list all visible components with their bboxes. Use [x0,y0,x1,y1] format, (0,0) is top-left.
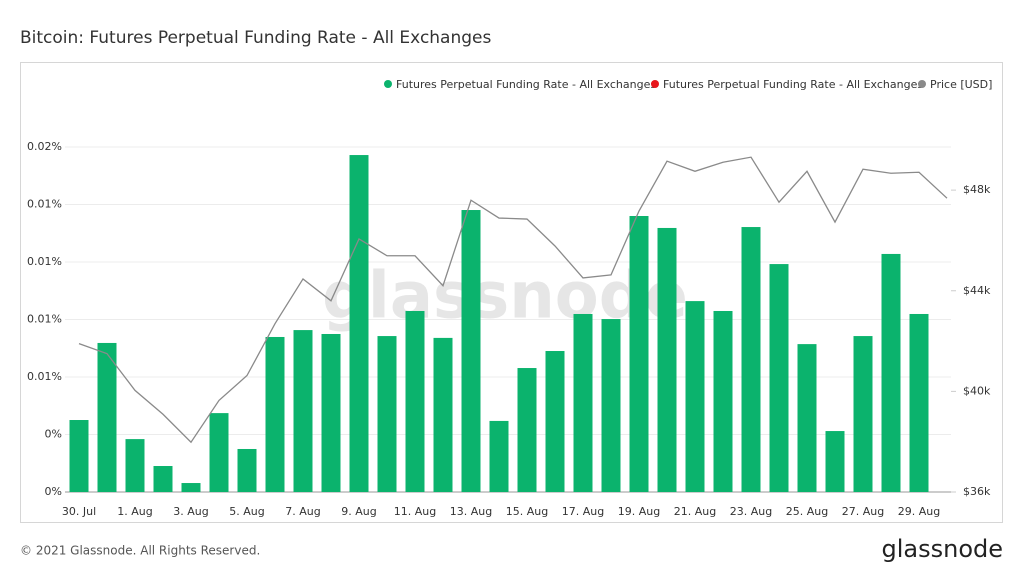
bar [517,368,537,492]
bar [657,227,677,492]
x-tick-label: 21. Aug [674,505,716,518]
bar [153,466,173,492]
bar [713,310,733,492]
x-tick-label: 15. Aug [506,505,548,518]
bar [181,483,201,492]
bar [769,264,789,492]
x-tick-label: 17. Aug [562,505,604,518]
bar [825,431,845,492]
bar [545,351,565,492]
bar [69,420,89,492]
x-tick-label: 1. Aug [117,505,152,518]
chart-title: Bitcoin: Futures Perpetual Funding Rate … [20,28,492,48]
y2-tick-label: $44k [963,284,991,297]
watermark: glassnode [322,260,688,334]
legend-swatch [384,80,392,88]
bar [629,216,649,492]
bar [853,336,873,492]
x-tick-label: 27. Aug [842,505,884,518]
logo: glassnode [881,535,1003,563]
x-tick-label: 29. Aug [898,505,940,518]
y2-tick-label: $40k [963,384,991,397]
y-tick-label: 0.02% [27,140,62,153]
chart-frame [20,62,1003,523]
legend-swatch [651,80,659,88]
x-tick-label: 19. Aug [618,505,660,518]
y-tick-label: 0.01% [27,370,62,383]
bar [377,336,397,492]
price-line [78,156,948,444]
x-tick-label: 11. Aug [394,505,436,518]
bar [433,337,453,492]
x-tick-label: 9. Aug [341,505,376,518]
legend-label: Price [USD] [930,78,992,91]
x-tick-label: 7. Aug [285,505,320,518]
legend-label: Futures Perpetual Funding Rate - All Exc… [663,78,923,91]
bar [461,210,481,492]
x-tick-label: 25. Aug [786,505,828,518]
bar [209,413,229,492]
bar [741,227,761,493]
y2-tick-label: $36k [963,485,991,498]
y2-tick-label: $48k [963,183,991,196]
y-tick-label: 0.01% [27,313,62,326]
x-tick-label: 3. Aug [173,505,208,518]
y-tick-label: 0% [45,485,62,498]
bar [265,336,285,492]
bar [321,333,341,492]
y-tick-label: 0.01% [27,255,62,268]
x-tick-label: 5. Aug [229,505,264,518]
x-tick-label: 13. Aug [450,505,492,518]
bar [405,310,425,492]
bar [293,330,313,492]
bar [909,313,929,492]
y-tick-label: 0% [45,428,62,441]
bar [685,301,705,492]
footer: © 2021 Glassnode. All Rights Reserved. [20,544,260,558]
bar [573,313,593,492]
bar [125,439,145,492]
x-tick-label: 30. Jul [62,505,96,518]
legend-label: Futures Perpetual Funding Rate - All Exc… [396,78,656,91]
bar [97,342,117,492]
x-tick-label: 23. Aug [730,505,772,518]
bar [601,319,621,492]
bar [881,253,901,492]
bar [489,420,509,492]
legend-swatch [918,80,926,88]
y-tick-label: 0.01% [27,198,62,211]
bar [349,155,369,493]
bar [237,448,257,492]
bar [797,344,817,492]
